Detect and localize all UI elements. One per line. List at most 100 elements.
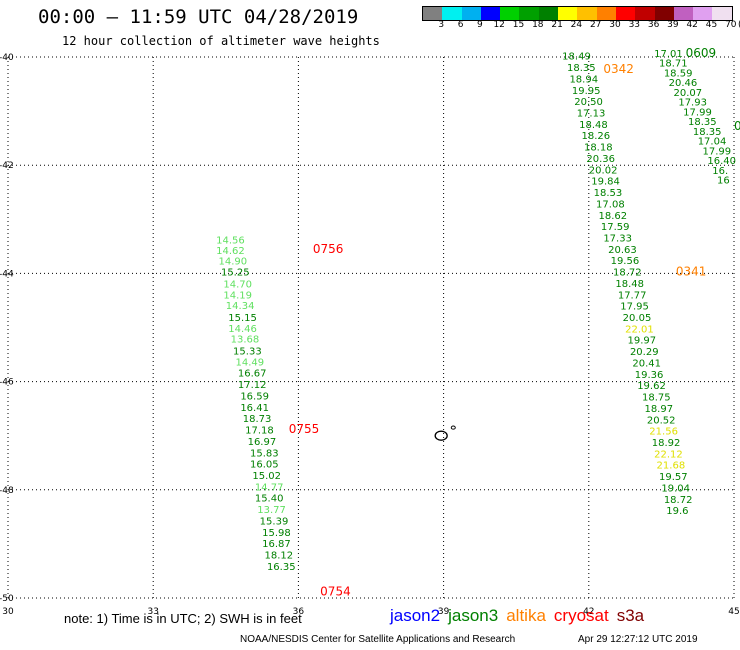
swh-value: 16. <box>712 166 728 177</box>
swh-value: 17.99 <box>683 107 712 118</box>
swh-value: 15.15 <box>228 313 257 324</box>
legend-swatch <box>596 7 616 20</box>
swh-value: 15.98 <box>262 528 291 539</box>
swh-value: 18.75 <box>642 393 671 404</box>
swh-value: 15.40 <box>255 494 284 505</box>
x-tick-label: 33 <box>147 607 158 617</box>
map-title: 00:00 – 11:59 UTC 04/28/2019 <box>38 6 359 28</box>
swh-value: 18.48 <box>579 120 608 131</box>
legend-swatch <box>615 7 636 20</box>
pass-time-label: 0342 <box>603 62 634 76</box>
swh-value: 21.68 <box>657 461 686 472</box>
satellite-label-jason3: jason3 <box>448 606 499 625</box>
swh-value: 16.41 <box>240 403 269 414</box>
legend-label: 24 <box>570 20 583 30</box>
swh-value: 18.92 <box>652 438 681 449</box>
swh-value: 18.53 <box>594 188 623 199</box>
y-tick-label: -48 <box>0 486 14 496</box>
swh-value: 19.62 <box>637 381 666 392</box>
legend-label: 39 <box>667 20 679 30</box>
swh-value: 18.35 <box>688 117 717 128</box>
swh-value: 15.02 <box>252 471 281 482</box>
x-tick-label: 45 <box>728 607 739 617</box>
satellite-label-s3a: s3a <box>616 606 645 625</box>
swh-value: 17.99 <box>703 146 732 157</box>
x-tick-label: 39 <box>438 607 450 617</box>
legend-swatch <box>712 7 732 20</box>
x-tick-label: 42 <box>583 607 594 617</box>
swh-value: 20.46 <box>669 78 698 89</box>
swh-value: 17.13 <box>577 109 606 120</box>
island-outline <box>434 430 448 441</box>
swh-value: 14.56 <box>216 236 245 247</box>
satellite-label-altika: altika <box>506 606 546 625</box>
swh-value: 17.01 <box>654 49 683 60</box>
x-tick-label: 36 <box>293 607 305 617</box>
y-tick-label: -50 <box>0 594 14 604</box>
swh-value: 16.59 <box>240 391 269 402</box>
swh-value: 16.87 <box>262 539 291 550</box>
y-tick-label: -46 <box>0 378 14 388</box>
swh-value: 14.70 <box>223 279 252 290</box>
swh-value: 22.01 <box>625 324 654 335</box>
legend-label: 33 <box>628 20 641 30</box>
swh-value: 16.97 <box>248 437 277 448</box>
color-scale-legend <box>422 6 733 21</box>
legend-swatch <box>519 7 539 20</box>
pass-time-label: 0609 <box>686 46 717 60</box>
swh-value: 20.07 <box>674 88 703 99</box>
swh-value: 18.97 <box>644 404 673 415</box>
swh-value: 18.73 <box>243 414 272 425</box>
legend-swatch <box>442 7 462 20</box>
swh-value: 14.62 <box>216 246 245 257</box>
swh-value: 20.05 <box>623 313 652 324</box>
footer-generated-date: Apr 29 12:27:12 UTC 2019 <box>578 634 698 645</box>
swh-value: 13.68 <box>231 335 260 346</box>
legend-label: (ft) <box>738 20 740 30</box>
swh-value: 14.77 <box>255 482 284 493</box>
swh-value: 17.04 <box>698 137 727 148</box>
swh-value: 18.35 <box>693 127 722 138</box>
legend-swatch <box>635 7 655 20</box>
footer-note: note: 1) Time is in UTC; 2) SWH is in fe… <box>64 611 302 626</box>
swh-value: 20.63 <box>608 245 637 256</box>
legend-label: 3 <box>438 20 445 30</box>
pass-time-label: 0754 <box>320 584 351 598</box>
swh-value: 16 <box>717 176 730 187</box>
map-subtitle: 12 hour collection of altimeter wave hei… <box>62 34 380 48</box>
legend-label: 36 <box>647 20 660 30</box>
legend-label: 12 <box>493 20 505 30</box>
swh-value: 18.12 <box>265 551 294 562</box>
swh-value: 19.36 <box>635 370 664 381</box>
swh-value: 14.90 <box>219 257 248 268</box>
legend-swatch <box>654 7 674 20</box>
swh-value: 21.56 <box>649 427 678 438</box>
legend-label: 9 <box>477 20 483 30</box>
swh-value: 20.02 <box>589 165 618 176</box>
swh-value: 17.95 <box>620 302 649 313</box>
pass-time-label: 0 <box>734 119 740 133</box>
swh-value: 18.72 <box>613 268 642 279</box>
swh-value: 17.77 <box>618 290 647 301</box>
swh-value: 18.71 <box>659 59 688 70</box>
swh-value: 15.39 <box>260 516 289 527</box>
island-outline <box>450 425 456 430</box>
legend-label: 15 <box>512 20 525 30</box>
swh-value: 18.72 <box>664 495 693 506</box>
pass-time-label: 0756 <box>313 242 344 256</box>
swh-value: 20.41 <box>632 358 661 369</box>
swh-value: 18.26 <box>582 131 611 142</box>
swh-value: 18.49 <box>562 52 591 63</box>
swh-value: 20.52 <box>647 415 676 426</box>
swh-value: 14.49 <box>235 357 264 368</box>
legend-label: 18 <box>532 20 544 30</box>
swh-value: 19.04 <box>661 483 690 494</box>
swh-value: 16.35 <box>267 562 296 573</box>
swh-value: 14.46 <box>228 324 257 335</box>
swh-value: 19.56 <box>611 256 640 267</box>
swh-value: 18.48 <box>615 279 644 290</box>
swh-value: 20.29 <box>630 347 659 358</box>
swh-value: 18.59 <box>664 68 693 79</box>
